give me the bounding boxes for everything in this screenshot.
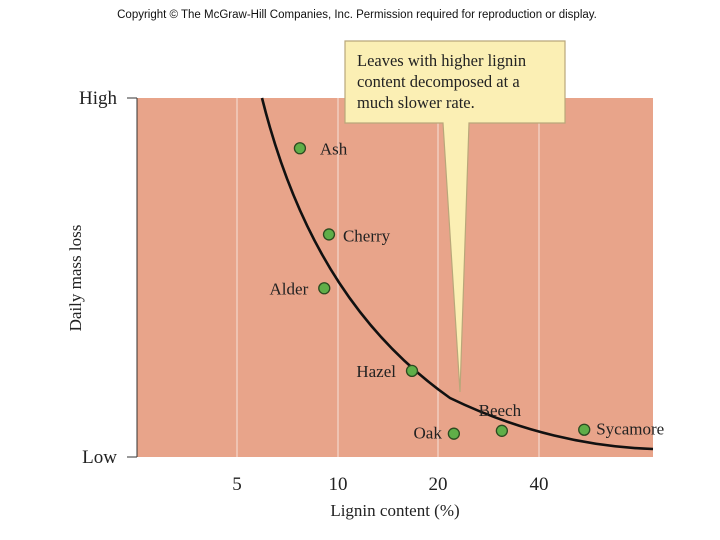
x-tick-label-40: 40 xyxy=(530,474,549,495)
decay-trend-curve xyxy=(260,97,654,451)
y-tick-label-high: High xyxy=(79,88,118,109)
callout-line-1: Leaves with higher lignin xyxy=(357,51,526,70)
data-points: Ash Cherry Alder Hazel Oak Beech Sycamore xyxy=(270,139,665,442)
plot-background xyxy=(137,98,653,457)
x-axis-label: Lignin content (%) xyxy=(330,501,459,520)
copyright-notice: Copyright © The McGraw-Hill Companies, I… xyxy=(117,9,597,21)
data-point-alder xyxy=(318,282,331,295)
point-label-beech: Beech xyxy=(479,401,522,420)
point-label-alder: Alder xyxy=(270,279,309,298)
annotation-callout: Leaves with higher lignin content decompo… xyxy=(344,40,566,393)
point-label-hazel: Hazel xyxy=(356,362,396,381)
x-tick-label-20: 20 xyxy=(429,474,448,495)
y-axis-label: Daily mass loss xyxy=(66,225,85,332)
callout-bubble xyxy=(344,40,566,393)
y-ticks: High Low xyxy=(79,88,137,468)
data-point-ash xyxy=(293,142,307,155)
data-point-oak xyxy=(447,427,461,440)
point-label-sycamore: Sycamore xyxy=(596,420,664,439)
callout-line-3: much slower rate. xyxy=(357,93,475,112)
x-tick-label-10: 10 xyxy=(329,474,348,495)
data-point-sycamore xyxy=(578,423,591,436)
gridlines xyxy=(236,98,540,457)
point-label-ash: Ash xyxy=(320,139,348,158)
callout-text: Leaves with higher lignin content decompo… xyxy=(357,51,526,112)
x-ticks: 5 10 20 40 xyxy=(232,474,548,495)
point-label-cherry: Cherry xyxy=(343,226,391,245)
callout-line-2: content decomposed at a xyxy=(357,72,520,91)
data-point-hazel xyxy=(405,364,419,377)
data-point-beech xyxy=(495,424,509,437)
y-tick-label-low: Low xyxy=(82,447,117,468)
x-tick-label-5: 5 xyxy=(232,474,242,495)
data-point-cherry xyxy=(322,228,336,241)
point-label-oak: Oak xyxy=(414,424,443,443)
